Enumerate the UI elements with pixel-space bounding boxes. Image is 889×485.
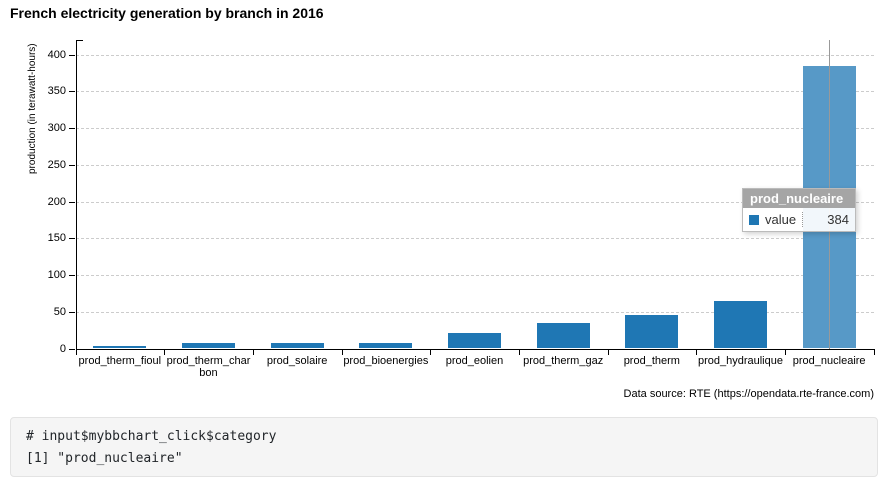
x-tick-mark — [252, 348, 254, 355]
bar-prod_eolien[interactable] — [448, 333, 501, 349]
gridline-250 — [75, 164, 874, 166]
x-tick-mark — [607, 348, 609, 355]
y-axis-top-outer-tick — [76, 40, 83, 41]
x-tick-label-prod_nucleaire: prod_nucleaire — [792, 354, 866, 367]
y-tick-label-200: 200 — [47, 195, 66, 208]
gridline-350 — [75, 91, 874, 93]
bar-prod_bioenergies[interactable] — [359, 342, 413, 349]
gridline-200 — [75, 201, 874, 203]
y-tick-mark — [69, 201, 75, 203]
x-tick-mark — [430, 348, 432, 355]
y-tick-mark — [69, 128, 75, 130]
bar-prod_therm_fioul[interactable] — [93, 346, 147, 349]
gridline-100 — [75, 275, 874, 277]
y-tick-mark — [69, 91, 75, 93]
y-tick-mark — [69, 164, 75, 166]
console-line-comment: # input$mybbchart_click$category — [26, 429, 277, 444]
bar-prod_therm[interactable] — [625, 314, 679, 349]
x-tick-label-prod_eolien: prod_eolien — [445, 354, 504, 367]
y-tick-label-400: 400 — [47, 48, 66, 61]
y-axis-label: production (in terawatt-hours) — [27, 43, 38, 174]
y-tick-label-250: 250 — [47, 158, 66, 171]
y-tick-mark — [69, 348, 75, 350]
x-tick-mark — [518, 348, 520, 355]
gridline-400 — [75, 54, 874, 56]
tooltip-value: 384 — [802, 212, 855, 227]
x-axis-right-outer-tick — [873, 348, 875, 355]
x-tick-label-prod_therm_charbon: prod_therm_charbon — [166, 354, 251, 379]
x-tick-label-prod_solaire: prod_solaire — [266, 354, 328, 367]
bar-prod_therm_charbon[interactable] — [182, 343, 235, 349]
y-tick-mark — [69, 54, 75, 56]
tooltip-title: prod_nucleaire — [743, 189, 855, 208]
data-source-note: Data source: RTE (https://opendata.rte-f… — [623, 388, 874, 400]
console-line-result: [1] "prod_nucleaire" — [26, 451, 183, 466]
gridline-150 — [75, 238, 874, 240]
x-tick-mark — [341, 348, 343, 355]
y-axis-line — [75, 40, 77, 349]
y-tick-label-100: 100 — [47, 269, 66, 282]
chart-title: French electricity generation by branch … — [10, 5, 324, 21]
bar-prod_therm_gaz[interactable] — [536, 322, 590, 349]
tooltip-row: value 384 — [743, 208, 855, 231]
gridline-50 — [75, 311, 874, 313]
x-tick-mark — [784, 348, 786, 355]
x-tick-label-prod_therm_gaz: prod_therm_gaz — [523, 354, 604, 367]
y-tick-label-0: 0 — [59, 342, 66, 355]
x-tick-label-prod_therm_fioul: prod_therm_fioul — [78, 354, 162, 367]
tooltip: prod_nucleaire value 384 — [742, 188, 856, 232]
series-color-swatch-icon — [749, 214, 759, 225]
y-tick-mark — [69, 275, 75, 277]
gridline-300 — [75, 128, 874, 130]
y-tick-label-150: 150 — [47, 232, 66, 245]
y-tick-mark — [69, 311, 75, 313]
y-tick-mark — [69, 238, 75, 240]
bar-prod_solaire[interactable] — [270, 342, 324, 349]
bar-prod_hydraulique[interactable] — [714, 301, 767, 349]
x-tick-label-prod_bioenergies: prod_bioenergies — [343, 354, 429, 367]
x-tick-mark — [696, 348, 698, 355]
tooltip-series-label: value — [765, 212, 797, 227]
x-tick-mark — [164, 348, 166, 355]
bar-chart: production (in terawatt-hours) 0 50 100 150… — [0, 30, 889, 408]
console-output: # input$mybbchart_click$category [1] "pr… — [10, 417, 878, 477]
y-tick-label-300: 300 — [47, 122, 66, 135]
y-tick-label-350: 350 — [47, 85, 66, 98]
x-tick-label-prod_therm: prod_therm — [623, 354, 680, 367]
x-tick-label-prod_hydraulique: prod_hydraulique — [697, 354, 783, 367]
y-tick-label-50: 50 — [53, 305, 66, 318]
x-axis-line — [75, 348, 875, 350]
x-tick-mark — [75, 348, 77, 355]
